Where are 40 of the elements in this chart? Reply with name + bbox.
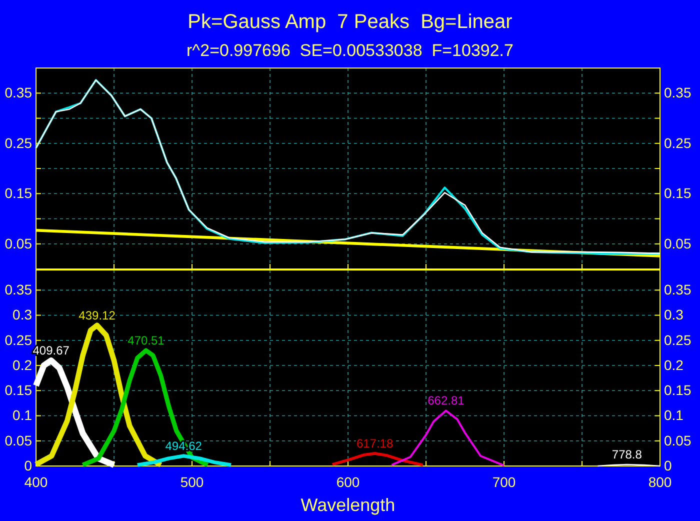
y2-tick-label: 0.2 xyxy=(664,356,684,373)
y-tick-label: 0.25 xyxy=(4,134,32,151)
y-tick-label: 0.35 xyxy=(4,282,32,298)
y2-tick-label: 0.35 xyxy=(664,84,692,101)
y2-tick-label: 0.05 xyxy=(664,235,692,252)
y-tick-label: 0.3 xyxy=(12,306,32,323)
x-tick-label: 800 xyxy=(648,474,672,490)
y-tick-label: 0.2 xyxy=(12,356,32,373)
y2-tick-label: 0.35 xyxy=(664,282,692,298)
y-tick-label: 0.05 xyxy=(4,235,32,252)
y2-tick-label: 0.25 xyxy=(664,332,692,348)
y-tick-label: 0.1 xyxy=(12,407,32,424)
chart-title: Pk=Gauss Amp 7 Peaks Bg=Linear xyxy=(188,11,513,33)
y-tick-label: 0.05 xyxy=(4,432,32,448)
annotation: 778.8 xyxy=(612,447,642,462)
y-tick-label: 0 xyxy=(24,457,32,474)
x-axis-title: Wavelength xyxy=(300,495,396,515)
line-series xyxy=(80,348,210,468)
x-tick-label: 700 xyxy=(492,474,516,490)
y-tick-label: 0.15 xyxy=(4,382,32,398)
annotation: 470.51 xyxy=(128,333,165,348)
x-tick-label: 400 xyxy=(24,474,48,490)
y2-tick-label: 0.3 xyxy=(664,306,684,323)
annotation: 662.81 xyxy=(428,394,465,408)
y2-tick-label: 0 xyxy=(664,457,672,474)
x-tick-label: 500 xyxy=(180,474,204,490)
y2-tick-label: 0.15 xyxy=(664,185,692,202)
annotation: 439.12 xyxy=(78,308,116,322)
line-series xyxy=(330,452,424,466)
chart-subtitle: r^2=0.997696 SE=0.00533038 F=10392.7 xyxy=(186,41,514,60)
line-series xyxy=(136,454,233,467)
y-tick-label: 0.25 xyxy=(4,332,32,348)
y2-tick-label: 0.25 xyxy=(664,134,692,151)
y2-tick-label: 0.05 xyxy=(664,432,692,448)
annotation: 617.18 xyxy=(356,436,394,450)
y2-tick-label: 0.15 xyxy=(664,382,692,398)
x-tick-label: 600 xyxy=(336,474,360,490)
y-tick-label: 0.15 xyxy=(4,185,32,202)
y-tick-label: 0.35 xyxy=(4,84,32,101)
y2-tick-label: 0.1 xyxy=(664,407,684,424)
